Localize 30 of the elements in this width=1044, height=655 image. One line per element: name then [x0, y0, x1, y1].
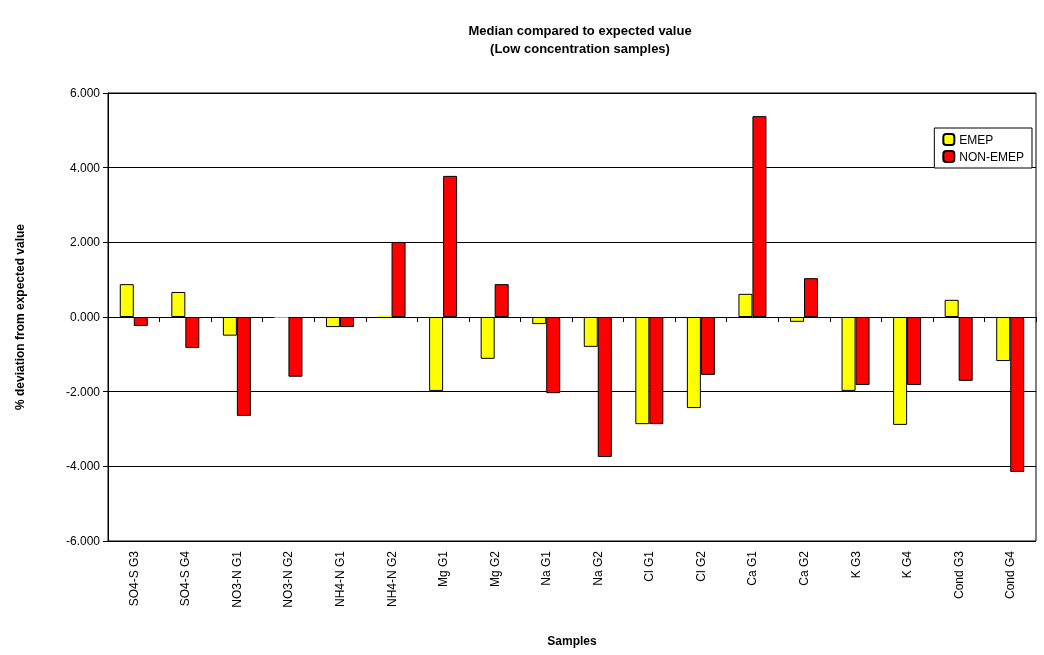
- x-tick-label: Na G1: [539, 550, 554, 586]
- chart-title: Median compared to expected value (Low concentration samples): [468, 22, 692, 56]
- x-axis-title: Samples: [547, 634, 598, 648]
- x-tick-label: Ca G1: [745, 550, 760, 586]
- x-tick-label: Mg G2: [487, 550, 502, 588]
- x-tick-label: Cl G2: [693, 550, 708, 582]
- legend-label: EMEP: [959, 132, 994, 147]
- y-tick-label: 2.000: [69, 235, 101, 250]
- x-tick-label: K G3: [848, 550, 863, 579]
- y-tick-label: -4.000: [65, 459, 101, 474]
- x-tick-label: Cond G4: [1003, 550, 1018, 600]
- x-tick-label: NH4-N G1: [333, 550, 347, 608]
- x-tick-label: Cl G1: [642, 550, 657, 582]
- x-tick-label: Cond G3: [951, 550, 966, 600]
- x-tick-label: Na G2: [590, 550, 605, 586]
- y-tick-label: -6.000: [65, 534, 101, 548]
- x-tick-label: NO3-N G1: [229, 550, 244, 608]
- x-tick-label: K G4: [900, 550, 915, 579]
- y-tick-label: 6.000: [69, 86, 101, 100]
- legend-label: NON-EMEP: [959, 149, 1024, 164]
- x-tick-label: Ca G2: [797, 550, 811, 586]
- y-tick-label: 4.000: [69, 160, 101, 175]
- x-tick-label: SO4-S G3: [126, 550, 141, 607]
- y-tick-label: -2.000: [65, 384, 101, 399]
- y-tick-label: 0.000: [69, 310, 101, 324]
- y-axis-title: % deviation from expected value: [13, 223, 27, 411]
- x-tick-label: NH4-N G2: [384, 550, 399, 608]
- x-tick-label: Mg G1: [436, 550, 451, 588]
- x-tick-label: NO3-N G2: [281, 550, 296, 608]
- x-tick-label: SO4-S G4: [178, 550, 193, 607]
